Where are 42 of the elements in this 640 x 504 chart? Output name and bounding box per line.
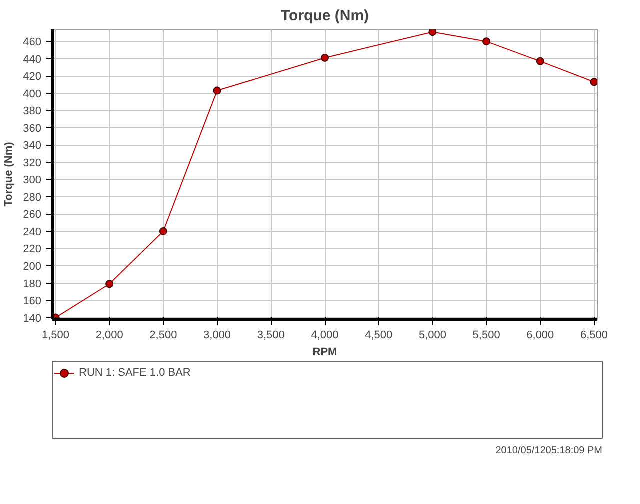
y-tick-label: 400 — [23, 88, 42, 100]
x-tick-label: 3,500 — [257, 330, 285, 342]
y-tick-label: 200 — [23, 260, 42, 273]
y-tick-label: 340 — [23, 140, 42, 152]
x-axis-title: RPM — [312, 346, 338, 358]
text: 2010/05/1205:18:09 PM — [496, 446, 603, 456]
y-tick-label: 360 — [23, 122, 42, 135]
y-tick-label: 300 — [23, 174, 42, 187]
x-tick-label: 3,000 — [204, 330, 232, 342]
legend-label: RUN 1: SAFE 1.0 BAR — [79, 367, 191, 379]
point — [213, 86, 222, 95]
y-tick-label: 160 — [23, 296, 42, 308]
y-tick-label: 280 — [23, 192, 42, 204]
chart-title: Torque (Nm) — [280, 8, 370, 24]
x-tick-label: 1,500 — [42, 330, 70, 342]
point — [482, 38, 491, 46]
point — [159, 227, 168, 236]
y-tick-label: 180 — [23, 278, 42, 290]
point — [536, 57, 544, 66]
y-tick-label: 220 — [23, 244, 42, 256]
y-tick-label: 440 — [23, 54, 42, 66]
x-tick-label: 5,000 — [418, 330, 446, 342]
point — [321, 54, 329, 62]
x-tick-label: 6,000 — [526, 330, 554, 342]
x-tick-label: 6,500 — [580, 330, 608, 342]
y-tick-label: 140 — [23, 312, 42, 325]
x-tick-label: 4,500 — [365, 330, 393, 342]
y-tick-label: 260 — [23, 209, 42, 222]
y-axis-title: Torque (Nm) — [3, 142, 16, 207]
line-series — [52, 30, 598, 320]
y-tick-label: 320 — [23, 157, 42, 170]
y-tick-label: 420 — [23, 71, 42, 84]
y-tick-label: 240 — [23, 226, 42, 238]
point — [590, 78, 598, 86]
x-tick-label: 5,500 — [472, 330, 500, 342]
x-tick-label: 2,000 — [96, 330, 124, 342]
x-tick-label: 2,500 — [150, 330, 178, 342]
y-tick-label: 460 — [23, 36, 42, 49]
point — [106, 280, 114, 288]
x-tick-label: 4,000 — [311, 330, 339, 342]
point — [428, 30, 437, 36]
y-tick-label: 380 — [23, 106, 42, 118]
